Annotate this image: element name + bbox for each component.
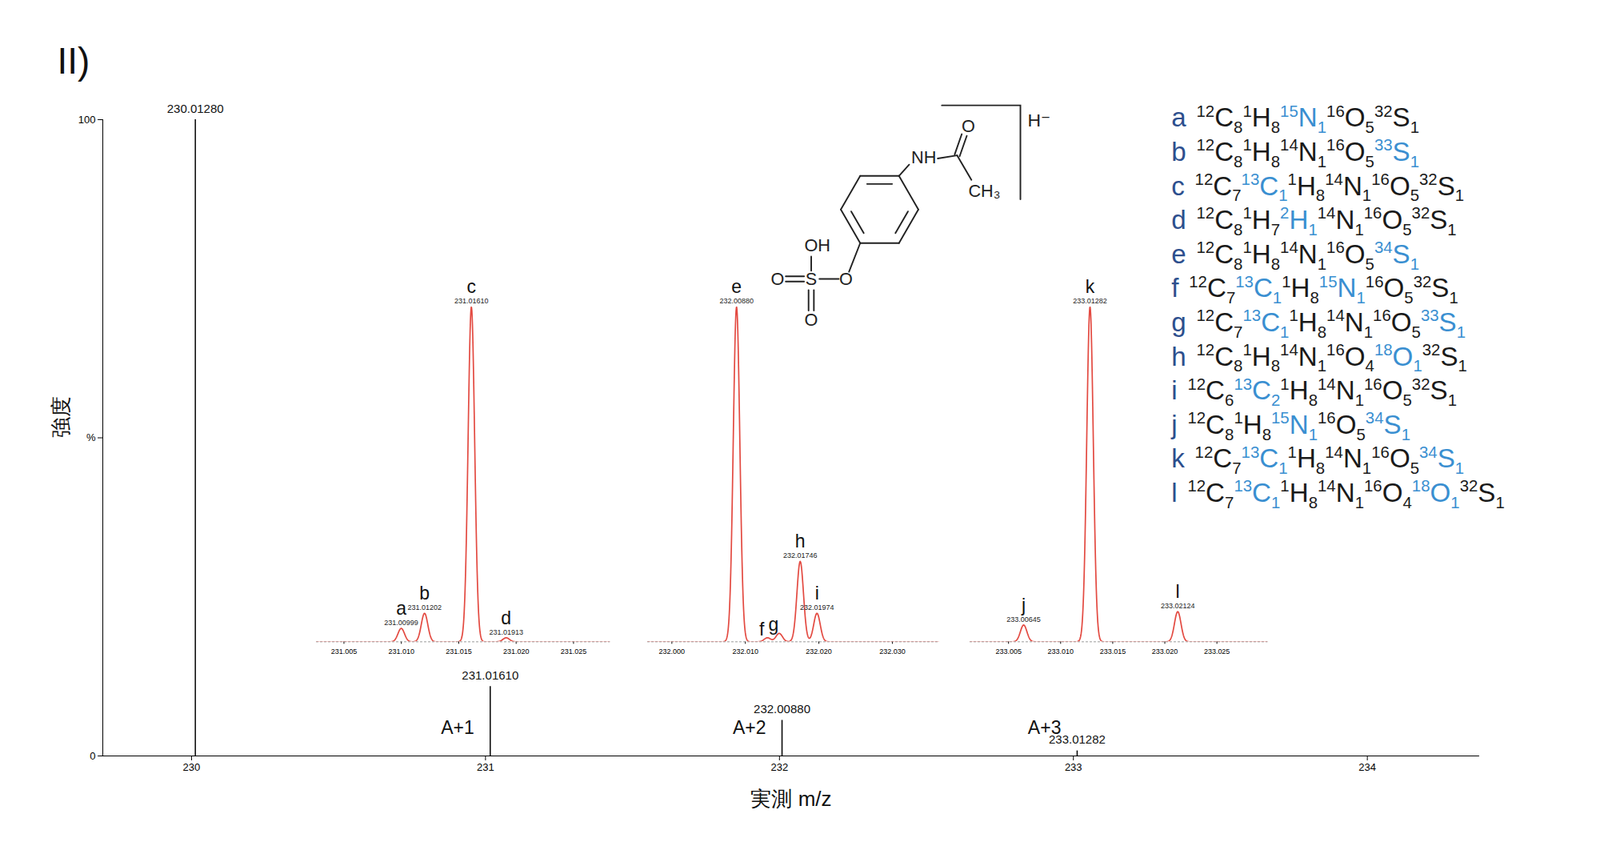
svg-text:231.020: 231.020 bbox=[503, 647, 529, 656]
svg-text:232.01746: 232.01746 bbox=[783, 551, 817, 560]
svg-text:O: O bbox=[961, 116, 976, 136]
svg-text:c: c bbox=[467, 276, 477, 297]
svg-text:j12C81H815N116O534S1: j12C81H815N116O534S1 bbox=[1170, 408, 1411, 443]
svg-text:231.01913: 231.01913 bbox=[489, 627, 524, 636]
svg-text:g: g bbox=[768, 613, 779, 635]
svg-text:233.02124: 233.02124 bbox=[1160, 601, 1195, 610]
svg-text:233: 233 bbox=[1064, 760, 1083, 773]
svg-text:232.00880: 232.00880 bbox=[719, 296, 753, 305]
svg-text:S: S bbox=[805, 268, 817, 289]
svg-text:233.01282: 233.01282 bbox=[1072, 296, 1107, 305]
svg-text:230.01280: 230.01280 bbox=[167, 101, 224, 116]
svg-text:231.01610: 231.01610 bbox=[454, 296, 488, 305]
svg-text:OH: OH bbox=[804, 235, 831, 256]
svg-text:O: O bbox=[839, 268, 853, 289]
svg-text:g12C713C11H814N116O533S1: g12C713C11H814N116O533S1 bbox=[1171, 306, 1466, 340]
svg-text:231: 231 bbox=[476, 760, 495, 773]
svg-text:l: l bbox=[1175, 580, 1180, 602]
svg-text:A+2: A+2 bbox=[732, 716, 767, 738]
svg-text:h: h bbox=[795, 530, 806, 552]
svg-text:b12C81H814N116O533S1: b12C81H814N116O533S1 bbox=[1171, 136, 1420, 170]
svg-text:CH₃: CH₃ bbox=[968, 180, 1000, 201]
svg-text:b: b bbox=[420, 582, 431, 604]
svg-text:k: k bbox=[1085, 276, 1096, 297]
svg-text:100: 100 bbox=[78, 113, 96, 126]
svg-text:231.00999: 231.00999 bbox=[384, 618, 419, 627]
svg-text:233.01282: 233.01282 bbox=[1048, 732, 1106, 746]
svg-text:k12C713C11H814N116O534S1: k12C713C11H814N116O534S1 bbox=[1171, 443, 1464, 477]
svg-text:233.010: 233.010 bbox=[1047, 647, 1073, 656]
svg-text:e: e bbox=[731, 276, 742, 297]
svg-text:232.00880: 232.00880 bbox=[753, 701, 811, 716]
svg-text:233.005: 233.005 bbox=[995, 647, 1021, 656]
svg-text:231.01202: 231.01202 bbox=[408, 603, 442, 612]
svg-text:a12C81H815N116O532S1: a12C81H815N116O532S1 bbox=[1171, 102, 1420, 136]
svg-text:O: O bbox=[771, 268, 785, 289]
svg-text:234: 234 bbox=[1358, 760, 1376, 773]
svg-text:232.000: 232.000 bbox=[658, 647, 684, 656]
svg-text:231.01610: 231.01610 bbox=[461, 668, 519, 682]
svg-text:A+1: A+1 bbox=[440, 716, 475, 738]
svg-text:II): II) bbox=[56, 40, 90, 82]
svg-text:231.010: 231.010 bbox=[388, 647, 415, 656]
svg-text:232.01974: 232.01974 bbox=[800, 603, 834, 612]
svg-text:NH: NH bbox=[911, 147, 936, 168]
svg-text:233.00645: 233.00645 bbox=[1006, 615, 1040, 624]
svg-text:231.025: 231.025 bbox=[560, 647, 587, 656]
svg-text:A+3: A+3 bbox=[1028, 716, 1062, 738]
svg-text:l12C713C11H814N116O418O132S1: l12C713C11H814N116O418O132S1 bbox=[1171, 476, 1505, 511]
svg-text:c12C713C11H814N116O532S1: c12C713C11H814N116O532S1 bbox=[1171, 170, 1464, 204]
svg-text:i: i bbox=[814, 582, 819, 604]
svg-text:232: 232 bbox=[770, 760, 788, 773]
svg-text:0: 0 bbox=[89, 749, 96, 762]
svg-text:232.030: 232.030 bbox=[879, 647, 905, 656]
svg-text:233.015: 233.015 bbox=[1099, 647, 1125, 656]
svg-text:f12C713C11H815N116O532S1: f12C713C11H815N116O532S1 bbox=[1171, 272, 1459, 307]
svg-text:232.020: 232.020 bbox=[805, 647, 832, 656]
svg-text:233.020: 233.020 bbox=[1152, 647, 1178, 656]
svg-text:231.005: 231.005 bbox=[331, 647, 357, 656]
svg-text:233.025: 233.025 bbox=[1204, 647, 1230, 656]
svg-text:231.015: 231.015 bbox=[446, 647, 472, 656]
svg-text:実測 m/z: 実測 m/z bbox=[750, 786, 832, 811]
svg-text:H⁻: H⁻ bbox=[1027, 109, 1051, 131]
svg-text:230: 230 bbox=[183, 760, 201, 773]
svg-text:a: a bbox=[396, 597, 408, 619]
svg-text:e12C81H814N116O534S1: e12C81H814N116O534S1 bbox=[1171, 238, 1420, 272]
svg-text:j: j bbox=[1020, 594, 1026, 616]
svg-text:%: % bbox=[86, 431, 96, 444]
svg-text:i12C613C21H814N116O532S1: i12C613C21H814N116O532S1 bbox=[1171, 375, 1457, 409]
svg-text:d: d bbox=[501, 606, 512, 628]
svg-text:O: O bbox=[804, 309, 819, 330]
svg-text:強度: 強度 bbox=[48, 396, 73, 438]
svg-text:f: f bbox=[759, 617, 765, 639]
svg-text:h12C81H814N116O418O132S1: h12C81H814N116O418O132S1 bbox=[1171, 340, 1468, 375]
svg-text:232.010: 232.010 bbox=[732, 647, 758, 656]
svg-text:d12C81H72H114N116O532S1: d12C81H72H114N116O532S1 bbox=[1171, 204, 1456, 239]
